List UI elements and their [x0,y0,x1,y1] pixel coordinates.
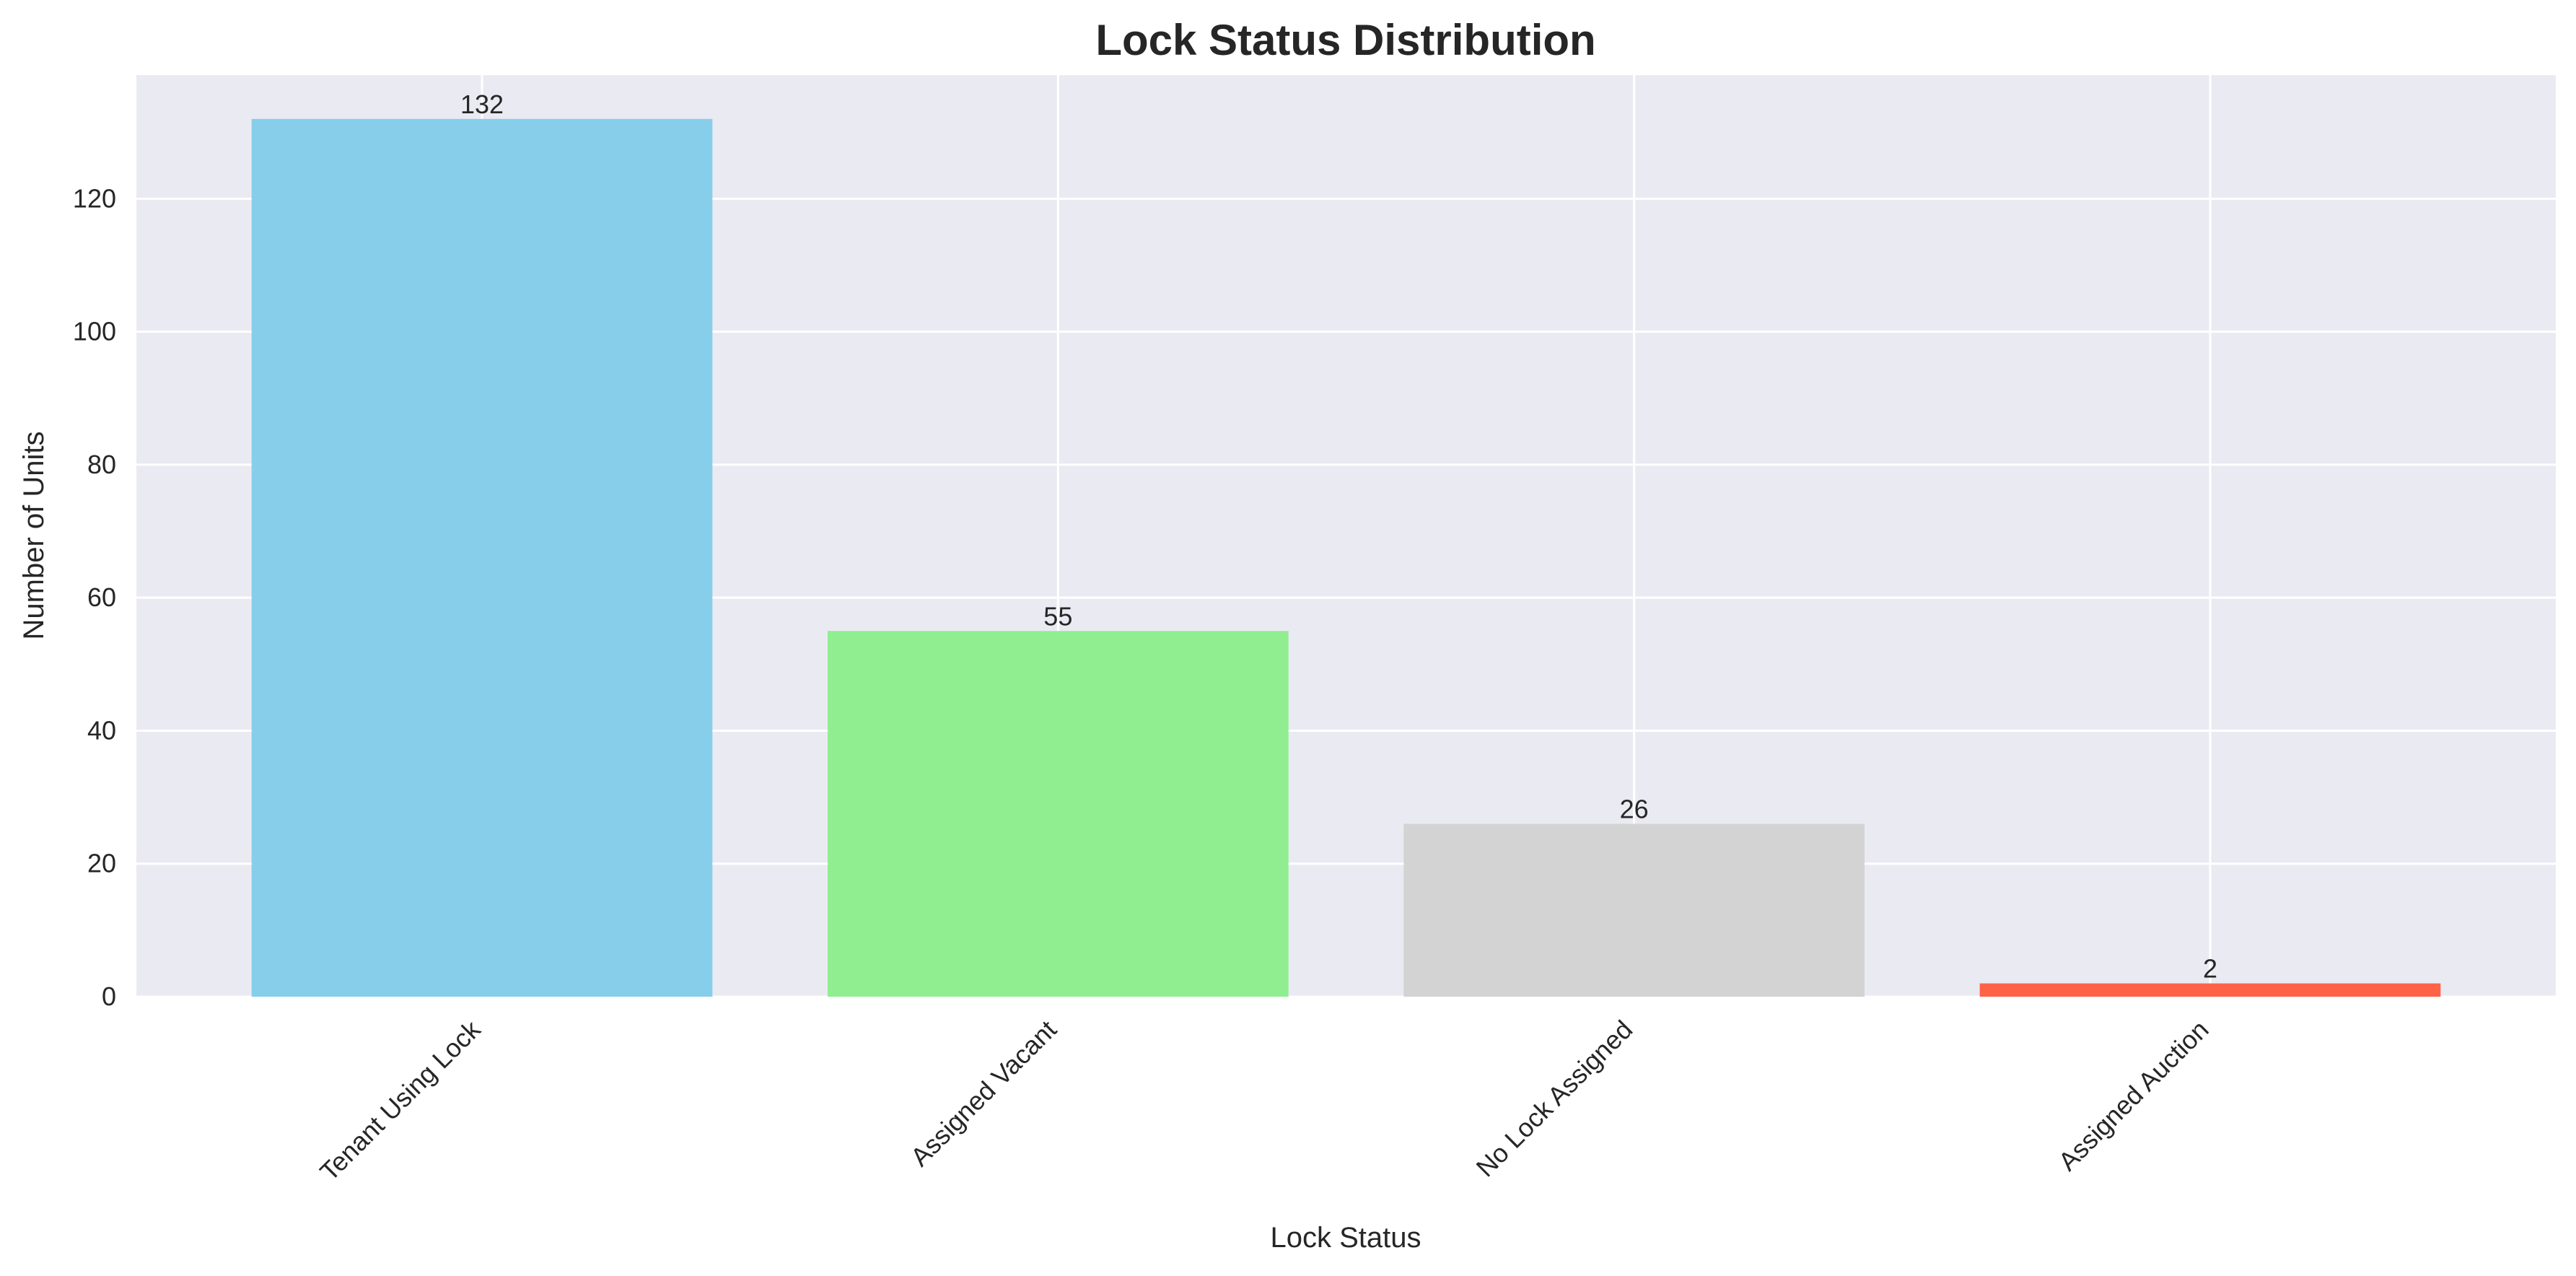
data-label: 132 [460,89,504,119]
y-axis-ticks: 0 20 40 60 80 100 120 [73,183,116,1011]
data-label: 26 [1620,794,1649,823]
bar-assigned-auction [1979,983,2441,997]
x-axis-ticks: Tenant Using Lock Assigned Vacant No Lock … [314,1014,2214,1187]
x-tick-label: Assigned Auction [2052,1015,2214,1176]
y-tick-label: 0 [102,982,116,1011]
y-tick-label: 120 [73,183,116,213]
data-labels: 132 55 26 2 [460,89,2217,984]
chart-title: Lock Status Distribution [1095,16,1595,64]
x-tick-label: No Lock Assigned [1471,1015,1639,1183]
y-axis-label: Number of Units [18,432,50,640]
data-label: 55 [1043,601,1072,631]
x-axis-label: Lock Status [1270,1222,1421,1254]
x-tick-label: Assigned Vacant [905,1015,1062,1172]
bar-no-lock-assigned [1403,823,1865,997]
y-tick-label: 100 [73,317,116,346]
y-tick-label: 40 [87,715,116,745]
data-label: 2 [2203,954,2217,984]
y-tick-label: 60 [87,582,116,612]
y-tick-label: 80 [87,450,116,479]
bars [251,118,2441,997]
y-tick-label: 20 [87,849,116,878]
bar-assigned-vacant [828,631,1289,997]
x-tick-label: Tenant Using Lock [314,1014,486,1187]
bar-tenant-using-lock [251,118,713,997]
